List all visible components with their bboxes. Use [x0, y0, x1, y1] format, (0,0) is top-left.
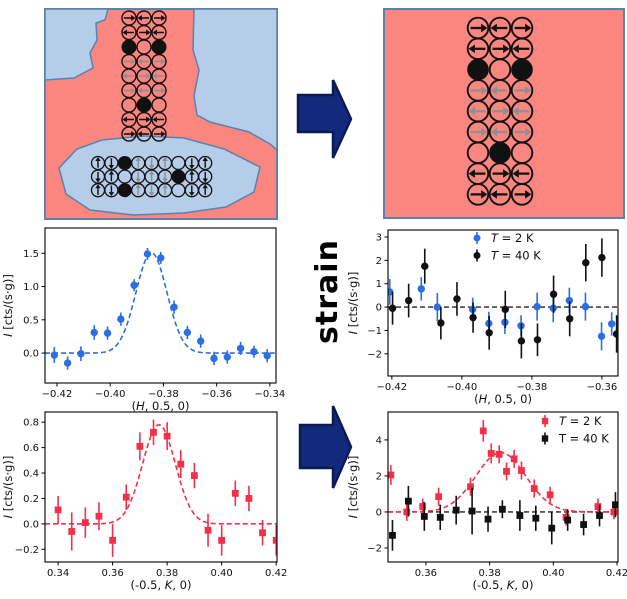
svg-text:1: 1 — [376, 279, 382, 290]
diagram-monodomain — [383, 8, 625, 219]
svg-text:−0.34: −0.34 — [255, 389, 286, 400]
svg-text:I [cts/(s·g)]: I [cts/(s·g)] — [346, 456, 360, 519]
svg-text:1.0: 1.0 — [23, 282, 39, 293]
plot-h-scan-strained: −0.42 −0.40 −0.38 −0.36 −2 −1 0 1 2 3 (H, 0.5, 0) I… — [346, 229, 619, 406]
svg-text:−0.36: −0.36 — [201, 389, 232, 400]
svg-text:0.40: 0.40 — [211, 568, 233, 579]
svg-text:0.42: 0.42 — [265, 568, 287, 579]
svg-text:0.34: 0.34 — [47, 568, 69, 579]
svg-text:0.0: 0.0 — [23, 519, 39, 530]
svg-text:−0.36: −0.36 — [587, 382, 618, 393]
svg-text:0: 0 — [376, 303, 382, 314]
svg-text:2: 2 — [376, 256, 382, 267]
svg-text:0: 0 — [376, 507, 382, 518]
svg-text:0.36: 0.36 — [415, 568, 437, 579]
svg-text:1.5: 1.5 — [23, 249, 39, 260]
svg-text:−2: −2 — [367, 349, 382, 360]
svg-text:0.0: 0.0 — [23, 349, 39, 360]
svg-text:−0.40: −0.40 — [95, 389, 126, 400]
svg-text:−0.42: −0.42 — [377, 382, 408, 393]
svg-text:2: 2 — [376, 471, 382, 482]
svg-text:I [cts/(s·g)]: I [cts/(s·g)] — [346, 272, 360, 335]
plot-k-scan-strained: 0.36 0.38 0.40 0.42 −2 0 2 4 (-0.5, K, 0) I [cts/… — [346, 411, 627, 592]
svg-text:I [cts/(s·g)]: I [cts/(s·g)] — [1, 456, 15, 519]
diagram-multidomain — [44, 8, 278, 220]
svg-text:(H, 0.5, 0): (H, 0.5, 0) — [474, 392, 532, 406]
svg-text:−2: −2 — [367, 543, 382, 554]
strain-label: strain — [309, 238, 345, 344]
svg-text:T = 2 K: T = 2 K — [491, 231, 534, 245]
svg-text:−1: −1 — [367, 326, 382, 337]
svg-text:I [cts/(s·g)]: I [cts/(s·g)] — [1, 274, 15, 337]
svg-text:0.38: 0.38 — [156, 568, 178, 579]
svg-text:T = 2 K: T = 2 K — [559, 414, 602, 428]
strain-arrow-top-icon — [296, 79, 353, 159]
block-arrow-right-shape — [296, 79, 353, 159]
svg-text:0.42: 0.42 — [606, 568, 627, 579]
svg-text:−0.2: −0.2 — [15, 545, 39, 556]
svg-text:−0.40: −0.40 — [447, 382, 478, 393]
svg-text:0.8: 0.8 — [23, 418, 39, 429]
svg-text:0.38: 0.38 — [478, 568, 500, 579]
svg-text:0.4: 0.4 — [23, 469, 39, 480]
svg-text:−0.38: −0.38 — [148, 389, 179, 400]
svg-text:T = 40 K: T = 40 K — [558, 432, 609, 446]
strain-arrow-bottom-icon — [298, 405, 353, 489]
svg-text:(-0.5, K, 0): (-0.5, K, 0) — [473, 578, 534, 592]
plot-h-scan-unstrained: −0.42 −0.40 −0.38 −0.36 −0.34 0.0 0.5 1.0 1.5 (H,… — [1, 227, 286, 413]
svg-text:0.40: 0.40 — [542, 568, 564, 579]
svg-text:3: 3 — [376, 233, 382, 244]
svg-text:−0.42: −0.42 — [42, 389, 73, 400]
svg-text:(-0.5, K, 0): (-0.5, K, 0) — [131, 578, 192, 592]
svg-text:0.5: 0.5 — [23, 315, 39, 326]
svg-text:−0.38: −0.38 — [517, 382, 548, 393]
svg-text:(H, 0.5, 0): (H, 0.5, 0) — [132, 399, 190, 413]
block-arrow-right-shape — [298, 405, 353, 489]
svg-text:0.6: 0.6 — [23, 443, 39, 454]
svg-text:4: 4 — [376, 435, 382, 446]
plot-k-scan-unstrained: 0.34 0.36 0.38 0.40 0.42 −0.2 0.0 0.2 0.4 0.6 0.8 (… — [1, 411, 287, 592]
svg-text:0.36: 0.36 — [101, 568, 123, 579]
svg-text:T = 40 K: T = 40 K — [491, 249, 541, 263]
svg-text:0.2: 0.2 — [23, 494, 39, 505]
